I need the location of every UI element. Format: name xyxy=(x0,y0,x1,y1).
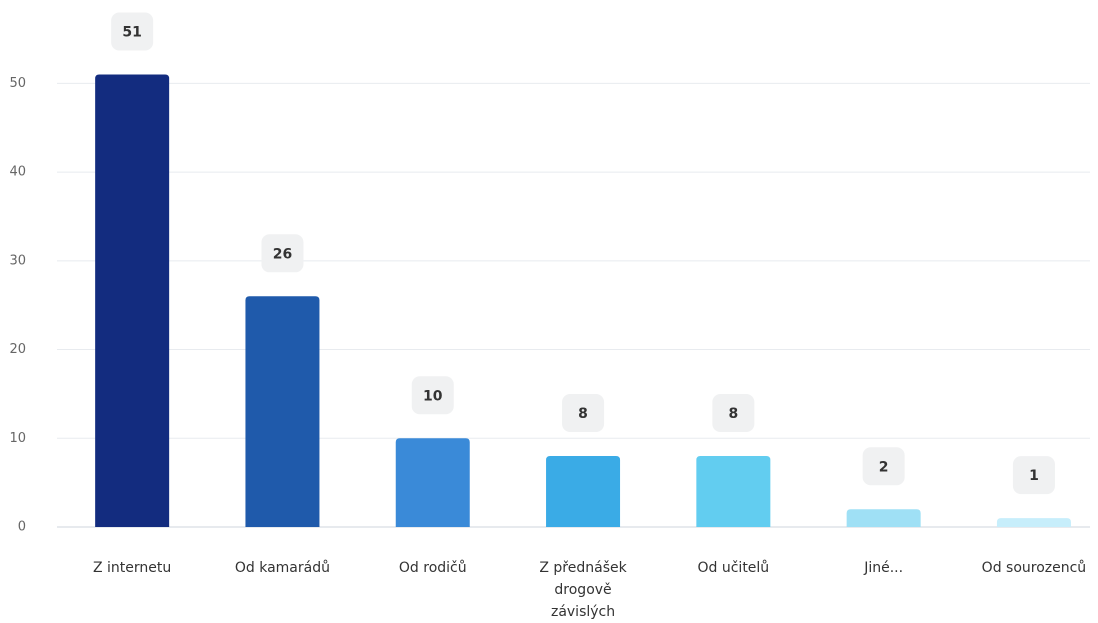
value-label: 26 xyxy=(273,246,292,262)
x-tick-label: Od sourozenců xyxy=(981,560,1087,576)
x-tick-label: Z přednášek drogově závislých xyxy=(539,560,627,620)
value-label-bg xyxy=(1012,456,1055,495)
value-label-bg xyxy=(411,376,454,415)
value-label: 10 xyxy=(423,388,443,404)
y-tick-label: 50 xyxy=(9,76,26,91)
bar xyxy=(95,74,170,527)
value-label: 51 xyxy=(122,24,141,40)
value-label-bg xyxy=(862,447,905,486)
bar xyxy=(696,456,771,527)
x-tick-label: Od rodičů xyxy=(398,560,467,576)
value-label-bg xyxy=(562,394,605,433)
value-label-bg xyxy=(111,12,154,51)
value-label: 2 xyxy=(879,459,889,475)
y-tick-label: 10 xyxy=(9,431,26,446)
y-tick-label: 30 xyxy=(9,253,26,268)
bar xyxy=(846,509,921,527)
x-tick-label: Od kamarádů xyxy=(234,560,330,576)
x-tick-label: Od učitelů xyxy=(697,560,770,576)
x-tick-label: Jiné... xyxy=(864,560,904,576)
y-tick-label: 0 xyxy=(18,520,26,535)
bar xyxy=(245,296,320,527)
value-label-bg xyxy=(712,394,755,433)
value-label-bg xyxy=(261,234,304,273)
x-tick-label: Z internetu xyxy=(93,560,172,576)
bar xyxy=(546,456,621,527)
y-tick-label: 40 xyxy=(9,165,26,180)
bar xyxy=(996,518,1071,527)
value-label: 1 xyxy=(1029,468,1039,484)
value-label: 8 xyxy=(578,406,588,422)
value-label: 8 xyxy=(728,406,738,422)
y-tick-label: 20 xyxy=(9,342,26,357)
bar xyxy=(395,438,470,527)
